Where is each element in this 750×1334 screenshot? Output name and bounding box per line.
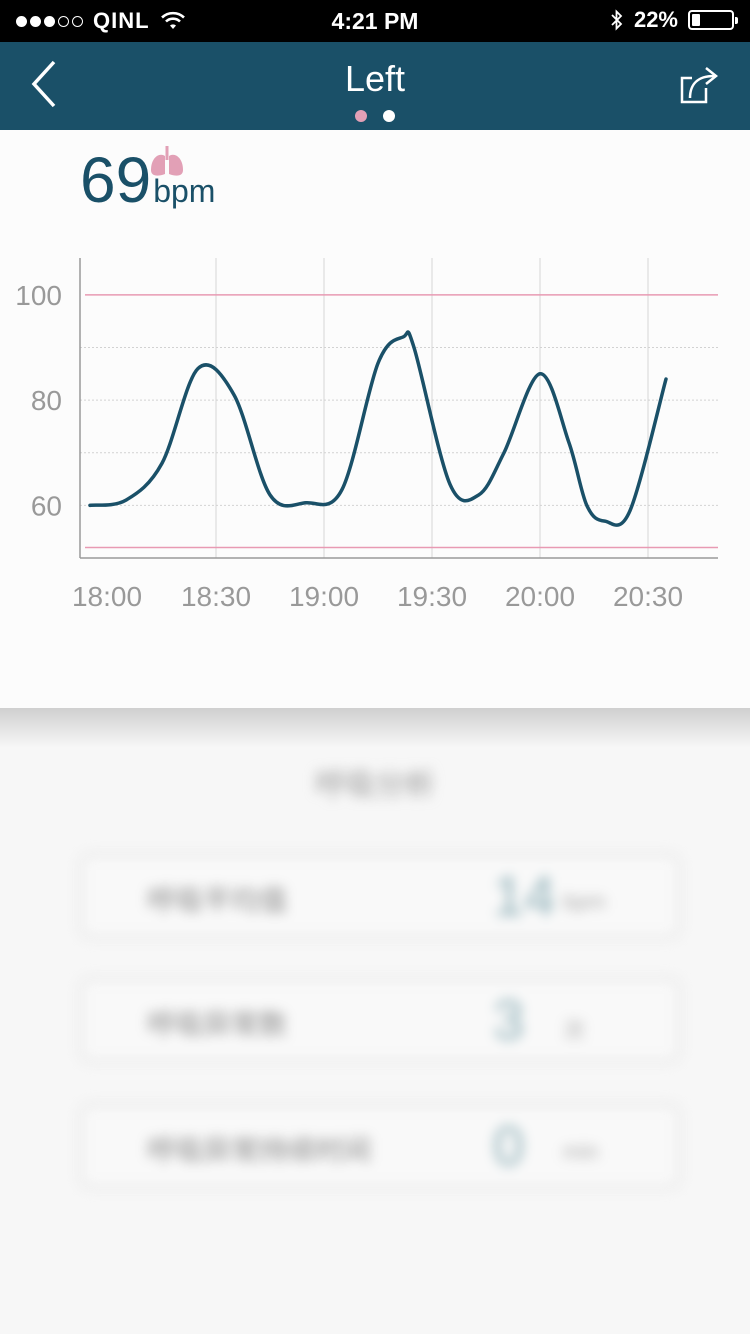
stat-card-anomaly-count[interactable]: 呼吸异常数 3 次 <box>80 978 680 1062</box>
stat-value: 0 <box>493 1114 525 1177</box>
status-left: QINL <box>16 8 186 34</box>
stat-unit: bpm <box>563 889 606 914</box>
x-tick-label: 19:30 <box>397 581 467 612</box>
stat-value: 3 <box>493 988 525 1051</box>
stat-value: 14 <box>493 864 556 927</box>
stat-label: 呼吸平均值 <box>147 885 288 916</box>
y-tick-label: 60 <box>31 490 62 521</box>
page-dot[interactable] <box>383 110 395 122</box>
lungs-icon <box>151 146 183 176</box>
x-tick-label: 19:00 <box>289 581 359 612</box>
battery-percent: 22% <box>633 7 678 32</box>
carrier-name: QINL <box>93 8 150 33</box>
battery-icon <box>688 10 738 30</box>
stat-unit: min <box>563 1139 599 1164</box>
page-dot-active[interactable] <box>355 110 367 122</box>
page-title: Left <box>344 58 406 99</box>
stat-unit: 次 <box>563 1018 586 1043</box>
breath-rate-unit: bpm <box>153 173 216 209</box>
share-icon[interactable] <box>676 62 724 110</box>
x-tick-label: 18:00 <box>72 581 142 612</box>
breathing-rate-chart: 60 80 100 18:00 18:30 19:00 19:30 20:00 20:30 <box>15 258 718 612</box>
breathing-analysis-section: 呼吸分析 呼吸平均值 14 bpm 呼吸异常数 3 次 呼吸异常持续时间 0 m… <box>0 720 750 1334</box>
status-bar: QINL 4:21 PM 22% <box>0 0 750 42</box>
section-heading: 呼吸分析 <box>315 769 435 802</box>
x-tick-label: 18:30 <box>181 581 251 612</box>
breathing-chart-card: 69bpm 60 80 100 18:00 18:30 19:00 19:30 20:00 2… <box>0 130 750 708</box>
x-tick-label: 20:00 <box>505 581 575 612</box>
breathing-rate-line <box>88 330 668 527</box>
signal-strength-icon <box>16 15 83 27</box>
status-time: 4:21 PM <box>331 8 419 34</box>
bluetooth-icon <box>611 9 623 31</box>
status-right: 22% <box>610 7 738 33</box>
stat-label: 呼吸异常数 <box>147 1009 288 1040</box>
stat-card-anomaly-duration[interactable]: 呼吸异常持续时间 0 min <box>80 1104 680 1188</box>
card-shadow <box>0 708 750 748</box>
breath-rate-value: 69 <box>80 144 152 216</box>
wifi-icon <box>160 11 185 29</box>
stat-card-average[interactable]: 呼吸平均值 14 bpm <box>80 854 680 938</box>
page-indicator[interactable] <box>0 110 750 122</box>
nav-bar: Left <box>0 42 750 130</box>
back-chevron-icon[interactable] <box>22 56 72 112</box>
y-tick-label: 100 <box>15 280 62 311</box>
y-tick-label: 80 <box>31 385 62 416</box>
x-tick-label: 20:30 <box>613 581 683 612</box>
stat-label: 呼吸异常持续时间 <box>147 1135 372 1166</box>
breath-rate-reading: 69bpm <box>80 148 215 212</box>
